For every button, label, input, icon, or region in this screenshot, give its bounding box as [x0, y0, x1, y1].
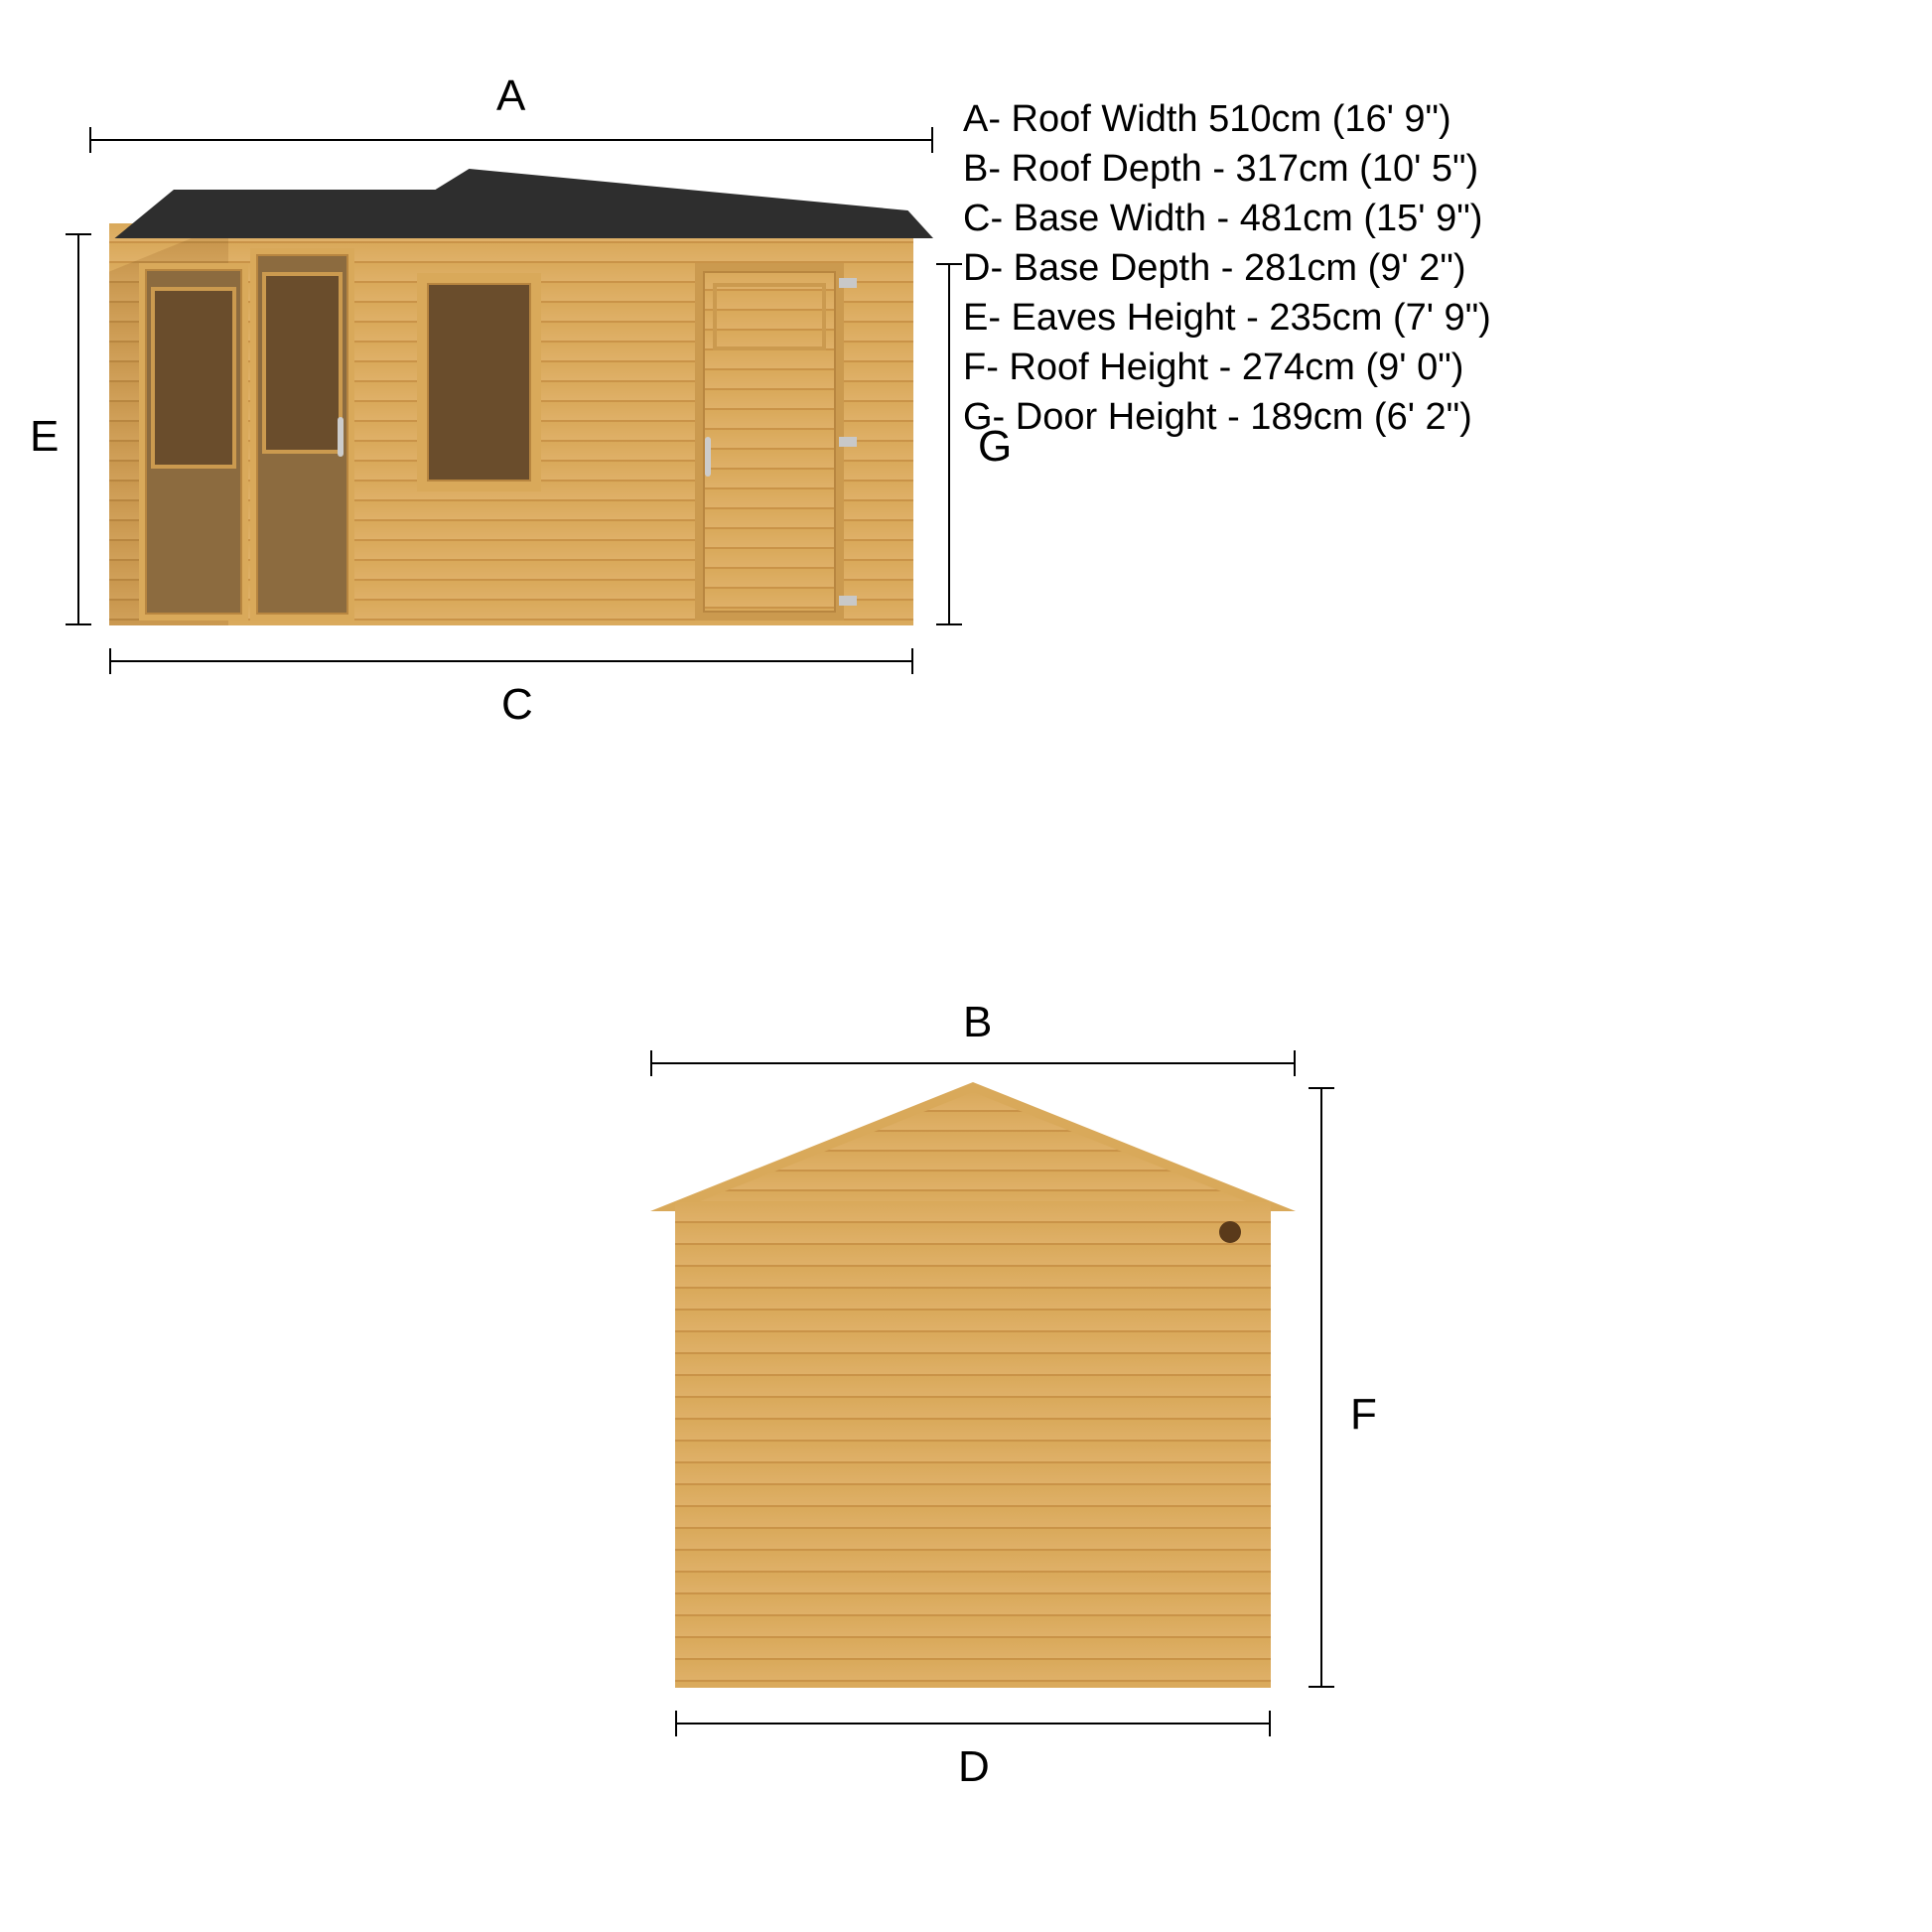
dim-label-c: C [501, 680, 533, 730]
dim-line-c [109, 660, 913, 662]
hinge-icon [839, 278, 857, 288]
door-handle-left-icon [338, 417, 344, 457]
dim-line-b [650, 1062, 1296, 1064]
legend-row-a: A- Roof Width 510cm (16' 9") [963, 94, 1491, 144]
side-door-handle-icon [705, 437, 711, 477]
dim-line-a [89, 139, 933, 141]
legend-row-b: B- Roof Depth - 317cm (10' 5") [963, 144, 1491, 194]
dim-tick-f-top [1309, 1087, 1334, 1089]
dim-tick-c-right [911, 648, 913, 674]
dim-tick-d-left [675, 1711, 677, 1736]
dim-label-b: B [963, 998, 992, 1047]
side-door [695, 263, 844, 621]
legend-row-d: D- Base Depth - 281cm (9' 2") [963, 243, 1491, 293]
diagram-container: A- Roof Width 510cm (16' 9") B- Roof Dep… [0, 0, 1932, 1932]
legend-row-g: G- Door Height - 189cm (6' 2") [963, 392, 1491, 442]
double-door-left [139, 263, 248, 621]
hinge-icon [839, 437, 857, 447]
dim-label-e: E [30, 412, 59, 462]
dim-label-a: A [496, 71, 525, 121]
legend-row-c: C- Base Width - 481cm (15' 9") [963, 194, 1491, 243]
dim-label-g: G [978, 422, 1012, 472]
dim-tick-d-right [1269, 1711, 1271, 1736]
dimension-legend: A- Roof Width 510cm (16' 9") B- Roof Dep… [963, 94, 1491, 442]
dim-tick-f-bot [1309, 1686, 1334, 1688]
dim-tick-b-left [650, 1050, 652, 1076]
dim-line-e [77, 233, 79, 625]
front-window [417, 273, 541, 491]
dim-line-f [1320, 1087, 1322, 1688]
dim-tick-a-right [931, 127, 933, 153]
vent-icon [1219, 1221, 1241, 1243]
dim-tick-g-top [936, 263, 962, 265]
dim-tick-g-bot [936, 623, 962, 625]
side-gable-wall [675, 1092, 1271, 1211]
legend-row-e: E- Eaves Height - 235cm (7' 9") [963, 293, 1491, 343]
dim-tick-e-bot [66, 623, 91, 625]
dim-line-g [948, 263, 950, 625]
dim-label-f: F [1350, 1390, 1377, 1440]
dim-line-d [675, 1723, 1271, 1725]
dim-label-d: D [958, 1742, 990, 1792]
side-elevation [675, 1082, 1271, 1688]
hinge-icon [839, 596, 857, 606]
dim-tick-a-left [89, 127, 91, 153]
front-roof [89, 169, 933, 238]
dim-tick-b-right [1294, 1050, 1296, 1076]
dim-tick-e-top [66, 233, 91, 235]
front-elevation [109, 169, 913, 625]
legend-row-f: F- Roof Height - 274cm (9' 0") [963, 343, 1491, 392]
side-wall [675, 1201, 1271, 1688]
dim-tick-c-left [109, 648, 111, 674]
